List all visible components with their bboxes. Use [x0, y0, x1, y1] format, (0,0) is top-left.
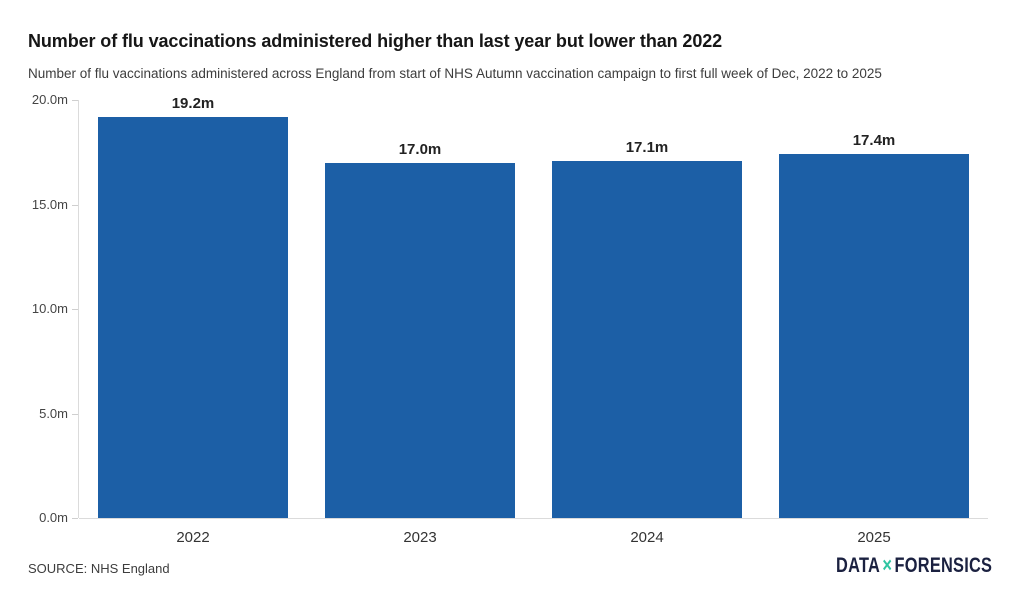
y-tick-mark	[72, 518, 78, 519]
y-tick-label: 15.0m	[31, 196, 68, 212]
x-tick-label-2025: 2025	[857, 529, 891, 546]
y-tick-mark	[72, 413, 78, 415]
x-baseline	[79, 518, 988, 519]
chart-title: Number of flu vaccinations administered …	[28, 31, 723, 51]
logo-x-icon: ×	[882, 553, 892, 578]
source-label: SOURCE: NHS England	[28, 561, 170, 576]
bar-value-label-2024: 17.1m	[625, 138, 669, 156]
y-tick-label: 5.0m	[39, 405, 68, 421]
bar-2024	[552, 160, 742, 518]
bar-value-label-2023: 17.0m	[398, 140, 442, 158]
y-axis-line	[78, 100, 79, 518]
x-tick-label-2023: 2023	[403, 529, 437, 546]
bar-value-label-2022: 19.2m	[171, 94, 215, 112]
chart-subtitle: Number of flu vaccinations administered …	[28, 66, 882, 81]
y-tick-mark	[72, 204, 78, 206]
brand-logo: DATA × FORENSICS	[836, 554, 992, 578]
bar-2025	[779, 154, 969, 518]
bar-value-label-2025: 17.4m	[852, 132, 896, 150]
logo-text-data: DATA	[835, 553, 880, 578]
x-tick-label-2024: 2024	[630, 529, 664, 546]
y-tick-mark	[72, 100, 78, 101]
bar-2023	[325, 162, 515, 518]
y-tick-label: 10.0m	[31, 301, 68, 316]
y-tick-label: 20.0m	[31, 92, 68, 107]
y-tick-mark	[72, 309, 78, 310]
y-tick-label: 0.0m	[39, 510, 68, 525]
bar-2022	[98, 116, 288, 518]
x-tick-label-2022: 2022	[176, 529, 210, 546]
logo-text-forensics: FORENSICS	[894, 553, 992, 578]
